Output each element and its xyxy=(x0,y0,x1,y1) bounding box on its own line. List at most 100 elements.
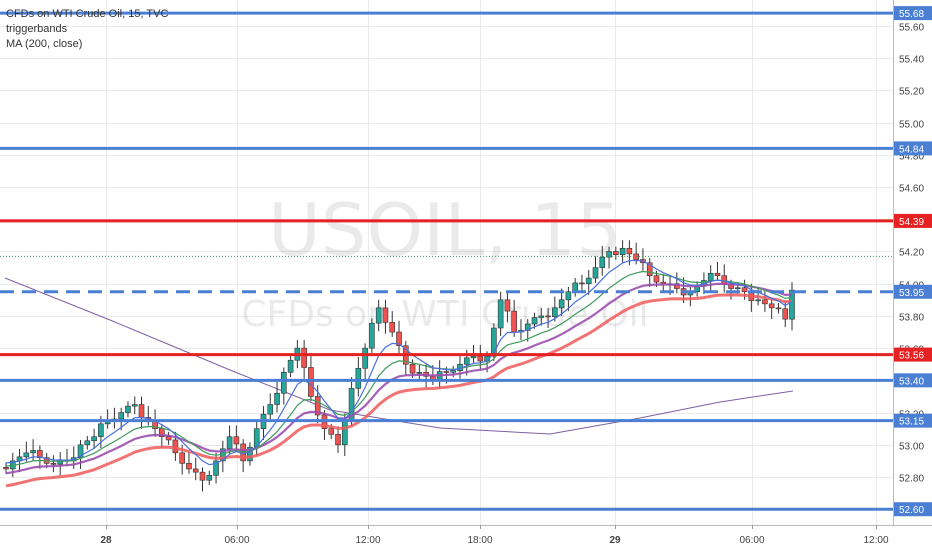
x-tick-label: 06:00 xyxy=(739,535,764,546)
candle xyxy=(50,463,57,465)
price-axis[interactable] xyxy=(893,0,932,550)
y-tick-label: 54.20 xyxy=(899,248,924,259)
candle xyxy=(233,436,240,445)
candle xyxy=(762,299,768,305)
candle xyxy=(98,423,104,438)
candle xyxy=(308,367,314,397)
candle xyxy=(545,315,551,318)
level-price-label: 53.56 xyxy=(899,351,924,362)
candle xyxy=(287,359,294,373)
level-price-tag xyxy=(894,502,932,517)
candle xyxy=(565,291,572,301)
legend-symbol: CFDs on WTI Crude Oil, 15, TVC xyxy=(6,8,169,20)
candle xyxy=(30,450,36,454)
candle xyxy=(362,347,368,369)
candle xyxy=(179,452,185,464)
candle xyxy=(335,434,341,446)
x-tick-label: 12:00 xyxy=(863,535,888,546)
candle xyxy=(274,392,280,405)
candle xyxy=(552,307,558,318)
candle xyxy=(186,463,192,470)
candle xyxy=(247,446,253,462)
candle xyxy=(443,371,450,373)
x-tick-label: 28 xyxy=(100,535,112,546)
candle xyxy=(497,299,504,329)
candle xyxy=(131,404,138,407)
level-price-label: 55.68 xyxy=(899,9,924,20)
level-price-label: 54.84 xyxy=(899,144,924,155)
candle xyxy=(714,272,721,276)
candle xyxy=(91,436,97,442)
candle xyxy=(775,307,782,310)
legend-indicator-ma[interactable]: MA (200, close) xyxy=(6,38,83,50)
triggerband-purple xyxy=(5,282,793,475)
y-tick-label: 52.80 xyxy=(899,474,924,485)
candle xyxy=(613,251,619,256)
candle xyxy=(599,256,606,268)
candle xyxy=(734,287,741,290)
candle xyxy=(314,396,321,416)
candle xyxy=(741,287,748,293)
candle xyxy=(382,307,389,323)
level-price-label: 53.40 xyxy=(899,376,924,387)
candle xyxy=(341,421,348,446)
candle xyxy=(592,267,599,279)
candle xyxy=(37,450,43,458)
watermark-symbol: USOIL, 15 xyxy=(268,188,622,272)
candle xyxy=(579,282,585,285)
level-price-tag xyxy=(894,413,932,428)
candle xyxy=(619,247,626,256)
candle xyxy=(23,452,30,458)
candle xyxy=(226,436,233,450)
y-tick-label: 53.80 xyxy=(899,313,924,324)
y-tick-label: 54.80 xyxy=(899,152,924,163)
candle xyxy=(281,372,287,394)
candle xyxy=(328,428,335,435)
candle xyxy=(213,460,219,476)
candle xyxy=(558,299,565,309)
level-price-tag xyxy=(894,6,932,21)
level-price-label: 53.15 xyxy=(899,417,924,428)
candle xyxy=(538,315,545,318)
x-tick-label: 29 xyxy=(609,535,621,546)
chart-legend: CFDs on WTI Crude Oil, 15, TVC triggerba… xyxy=(6,7,168,52)
candle xyxy=(626,247,633,255)
candle xyxy=(470,355,477,359)
candle xyxy=(531,317,538,325)
y-tick-label: 55.40 xyxy=(899,55,924,66)
candle xyxy=(768,303,775,309)
candle xyxy=(77,444,84,458)
candle xyxy=(450,370,457,373)
x-tick-label: 06:00 xyxy=(224,535,249,546)
candle xyxy=(118,412,124,420)
level-price-tag xyxy=(894,141,932,156)
candle xyxy=(755,299,761,302)
y-tick-label: 55.00 xyxy=(899,120,924,131)
candle xyxy=(504,299,511,312)
candle xyxy=(409,363,416,374)
level-price-tag xyxy=(894,284,932,299)
level-price-tag xyxy=(894,373,932,388)
watermark-description: CFDs on WTI Crude Oil xyxy=(241,294,648,335)
candle xyxy=(301,347,307,368)
ma200-line xyxy=(4,277,794,435)
level-price-label: 52.60 xyxy=(899,505,924,516)
level-price-tag xyxy=(894,213,932,228)
level-price-label: 54.39 xyxy=(899,217,924,228)
level-price-tag xyxy=(894,347,932,362)
candle xyxy=(396,331,402,347)
candle xyxy=(3,467,9,470)
x-tick-label: 12:00 xyxy=(355,535,380,546)
triggerband-blue xyxy=(5,259,793,466)
y-tick-label: 55.60 xyxy=(899,23,924,34)
candle xyxy=(375,307,382,324)
legend-indicator-triggerbands[interactable]: triggerbands xyxy=(6,23,68,35)
y-tick-label: 53.00 xyxy=(899,442,924,453)
candle xyxy=(477,355,484,362)
candle xyxy=(707,272,714,281)
candle xyxy=(606,251,612,258)
candle xyxy=(369,322,375,349)
candle xyxy=(585,277,592,285)
candle xyxy=(463,357,470,365)
